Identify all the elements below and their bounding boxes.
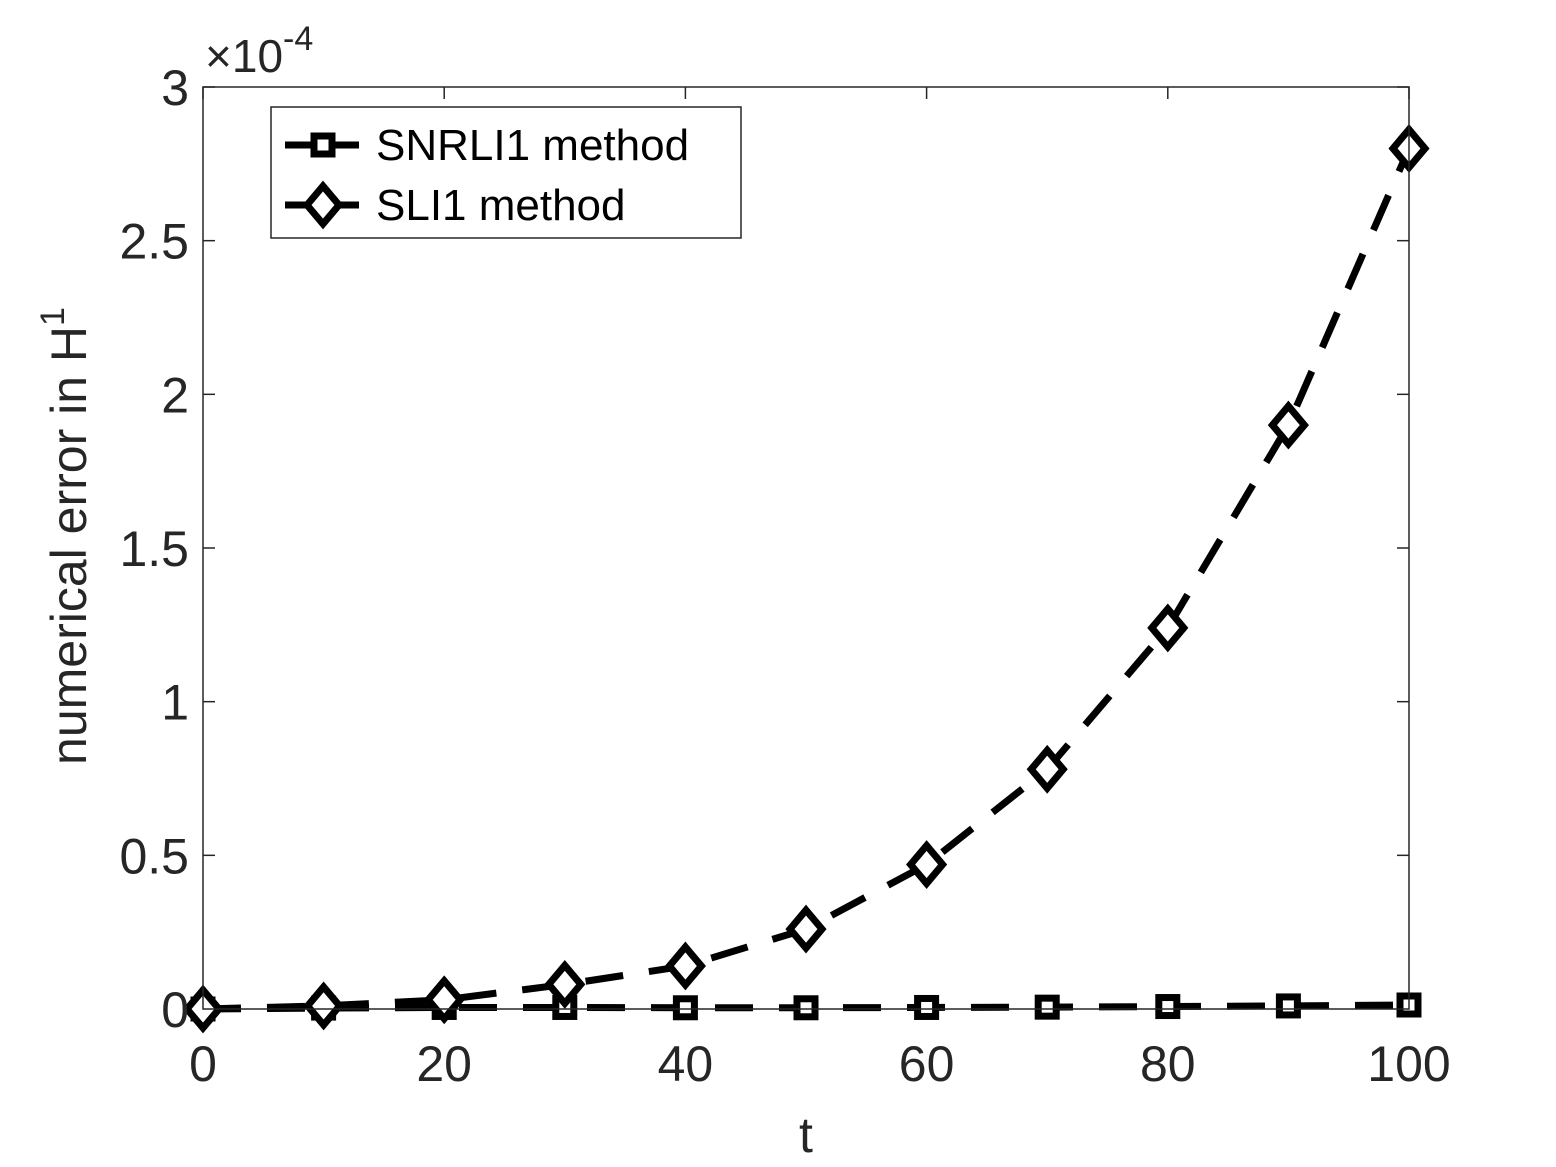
legend-item: SLI1 method — [285, 180, 626, 230]
legend-items: SNRLI1 method SLI1 method — [285, 121, 689, 230]
data-point — [1275, 993, 1301, 1019]
data-point — [1026, 744, 1068, 794]
y-tick-label: 0.5 — [119, 828, 189, 884]
y-tick-labels: 0 0.5 1 1.5 2 2.5 3 — [119, 60, 189, 1038]
data-point — [785, 904, 827, 954]
data-point — [906, 840, 948, 889]
data-point — [793, 995, 819, 1021]
y-tick-label: 2 — [161, 367, 189, 423]
x-axis-label: t — [799, 1107, 813, 1163]
y-tick-label: 1 — [161, 675, 189, 731]
data-point — [303, 981, 345, 1031]
legend-item: SNRLI1 method — [285, 121, 689, 170]
y-tick-label: 1.5 — [119, 521, 189, 577]
legend-label: SLI1 method — [376, 181, 626, 230]
y-axis-label-superscript: 1 — [34, 307, 72, 326]
legend-label: SNRLI1 method — [376, 121, 689, 170]
x-tick-label: 100 — [1367, 1036, 1450, 1092]
data-point — [914, 994, 940, 1020]
y-tick-label: 2.5 — [119, 214, 189, 270]
data-point — [1034, 994, 1060, 1020]
legend-box — [270, 106, 742, 239]
data-point — [664, 941, 706, 991]
data-point — [544, 959, 586, 1009]
y-tick-label: 0 — [161, 982, 189, 1038]
data-point — [672, 995, 698, 1021]
y-axis-exponent-base: ×10 — [205, 30, 283, 82]
series-layer — [182, 124, 1430, 1034]
y-axis-exponent: ×10-4 — [205, 20, 313, 82]
axes-box — [202, 86, 1410, 1010]
y-tick-label: 3 — [161, 60, 189, 116]
legend-marker — [310, 132, 336, 158]
x-tick-label: 40 — [658, 1036, 714, 1092]
y-axis-label: numerical error in H1 — [34, 307, 97, 765]
legend: SNRLI1 method SLI1 method — [270, 106, 742, 239]
data-point — [1147, 603, 1189, 653]
series-2 — [182, 124, 1430, 1034]
y-axis-exponent-power: -4 — [283, 20, 313, 58]
y-axis-label-text: numerical error in H — [41, 326, 97, 765]
x-tick-label: 80 — [1140, 1036, 1196, 1092]
series-line — [202, 147, 1413, 1013]
data-point — [1267, 400, 1309, 450]
x-tick-label: 20 — [416, 1036, 472, 1092]
data-point — [1155, 994, 1181, 1020]
series-1 — [190, 992, 1422, 1022]
legend-marker — [302, 180, 344, 230]
x-tick-label: 60 — [899, 1036, 955, 1092]
x-tick-labels: 0 20 40 60 80 100 — [189, 1036, 1451, 1092]
x-tick-label: 0 — [189, 1036, 217, 1092]
